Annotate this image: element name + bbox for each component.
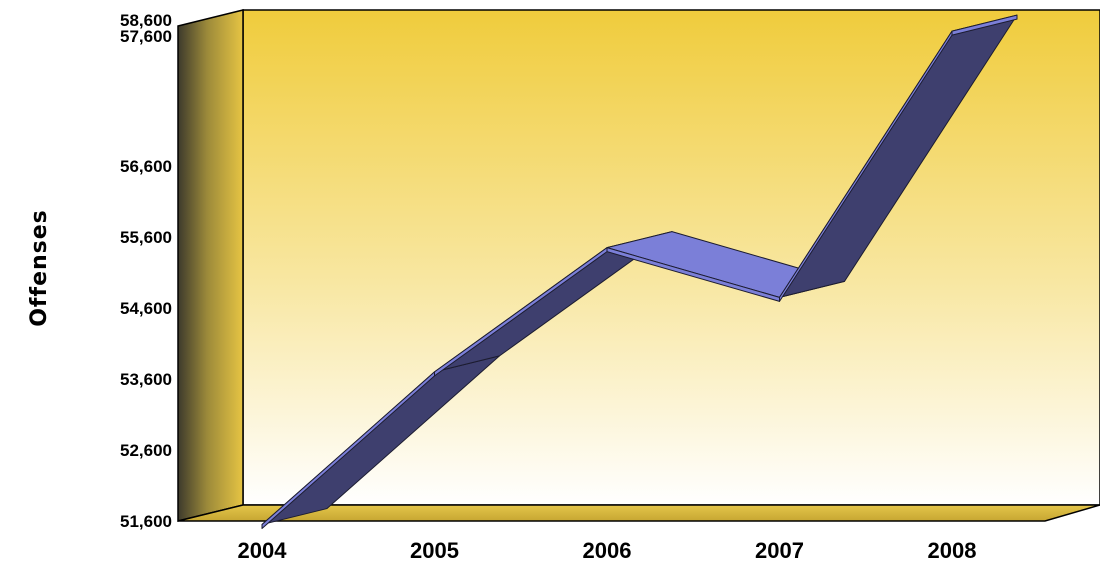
side-wall	[177, 9, 244, 522]
x-tick-label: 2006	[583, 538, 632, 563]
x-tick-label: 2005	[410, 538, 459, 563]
y-tick-label: 56,600	[120, 157, 172, 176]
y-tick-label: 55,600	[120, 228, 172, 247]
y-tick-label: 52,600	[120, 441, 172, 460]
floor	[177, 504, 1100, 522]
y-tick-label: 58,600	[120, 11, 172, 30]
y-tick-label: 53,600	[120, 370, 172, 389]
y-tick-label: 54,600	[120, 299, 172, 318]
y-axis-title: Offenses	[27, 209, 52, 327]
x-tick-label: 2008	[928, 538, 977, 563]
y-tick-label: 57,600	[120, 27, 172, 46]
y-axis-ticks: 51,600 52,600 53,600 54,600 55,600 56,600 57,6…	[120, 11, 172, 531]
x-axis-ticks: 2004 2005 2006 2007 2008	[238, 538, 977, 563]
x-tick-label: 2004	[238, 538, 288, 563]
y-tick-label: 51,600	[120, 512, 172, 531]
x-tick-label: 2007	[755, 538, 804, 563]
ribbon-end-cap	[951, 14, 1018, 36]
data-ribbon	[261, 14, 1018, 530]
